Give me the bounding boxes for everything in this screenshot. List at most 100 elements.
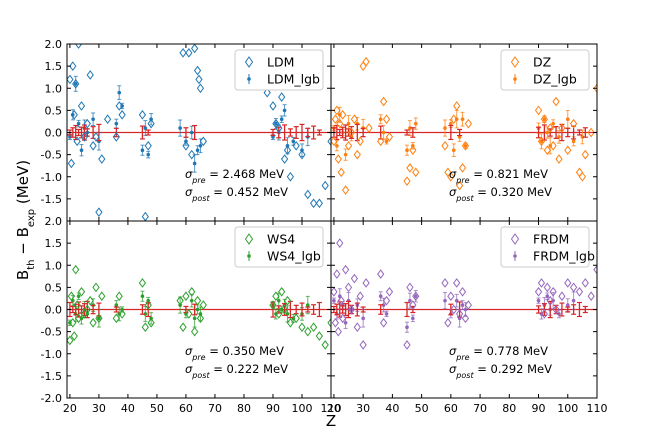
lgb-point	[140, 294, 145, 299]
x-tick-label: 50	[150, 402, 164, 415]
model-point	[350, 114, 359, 125]
model-point	[406, 282, 414, 293]
model-point	[280, 154, 289, 164]
lgb-point	[463, 307, 468, 312]
lgb-point	[335, 143, 339, 148]
model-point	[199, 136, 207, 147]
lgb-point	[361, 316, 365, 321]
model-point	[144, 300, 152, 310]
legend-label-lgb: FRDM_lgb	[533, 249, 595, 264]
legend-box	[500, 226, 590, 268]
model-point	[141, 322, 149, 333]
model-point	[359, 340, 367, 350]
legend-label-model: WS4	[267, 232, 295, 247]
legend-dot-icon	[247, 77, 251, 81]
lgb-point	[378, 117, 383, 122]
model-point	[331, 317, 340, 328]
x-tick-label: 50	[415, 402, 429, 415]
model-point	[555, 154, 563, 164]
model-point	[196, 313, 205, 324]
model-point	[382, 295, 391, 306]
model-point	[69, 317, 77, 328]
legend-box	[234, 226, 324, 268]
model-point	[341, 264, 350, 275]
lgb-point	[571, 139, 576, 144]
model-point	[74, 44, 83, 49]
model-point	[379, 96, 388, 107]
model-point	[406, 163, 414, 173]
model-point	[263, 87, 271, 98]
model-point	[337, 295, 345, 306]
model-point	[537, 136, 546, 147]
lgb-point	[343, 320, 348, 325]
model-point	[283, 295, 292, 306]
model-point	[444, 317, 452, 328]
model-point	[292, 313, 300, 324]
y-tick-label: 0.0	[45, 127, 63, 140]
x-tick-label: 80	[237, 402, 251, 415]
y-tick-label: 1.5	[45, 237, 63, 250]
model-point	[458, 286, 467, 297]
lgb-point	[449, 121, 453, 126]
model-point	[195, 74, 203, 85]
model-point	[315, 198, 324, 209]
model-point	[377, 136, 385, 147]
model-point	[147, 118, 155, 129]
model-point	[179, 322, 187, 333]
model-point	[98, 291, 106, 302]
model-point	[331, 114, 340, 125]
model-point	[188, 286, 196, 297]
model-point	[575, 286, 584, 297]
x-tick-label: 60	[179, 402, 193, 415]
model-point	[464, 300, 473, 310]
model-point	[564, 145, 572, 156]
model-point	[138, 109, 147, 120]
model-point	[77, 101, 86, 111]
lgb-point	[413, 294, 418, 299]
lgb-point	[408, 298, 412, 303]
model-point	[593, 264, 597, 275]
legend-label-lgb: WS4_lgb	[267, 249, 321, 264]
model-point	[453, 101, 461, 111]
model-point	[412, 291, 420, 302]
plot-area-ws4	[67, 264, 331, 350]
model-point	[95, 313, 103, 324]
plot-area-dz	[331, 56, 597, 195]
model-point	[543, 282, 551, 293]
lgb-point	[114, 121, 119, 126]
y-axis-label: Bth − Bexp (MeV)	[14, 160, 37, 280]
lgb-point	[460, 303, 465, 307]
lgb-point	[545, 130, 550, 135]
lgb-point	[413, 121, 418, 126]
model-point	[196, 83, 205, 94]
model-point	[70, 331, 78, 341]
lgb-point	[332, 298, 336, 303]
x-tick-label: 60	[444, 402, 458, 415]
lgb-point	[451, 148, 456, 152]
model-point	[74, 313, 83, 324]
model-point	[450, 304, 458, 315]
y-tick-label: -0.5	[41, 326, 62, 339]
lgb-point	[384, 312, 389, 316]
legend-frdm: FRDM FRDM_lgb	[500, 226, 595, 268]
lgb-point	[192, 316, 197, 321]
x-tick-label: 90	[532, 402, 546, 415]
model-point	[587, 127, 595, 138]
model-point	[179, 48, 187, 58]
sigma-pre-text: σpre = 0.821 MeV	[449, 167, 548, 185]
model-point	[193, 65, 202, 76]
lgb-point	[443, 298, 447, 303]
model-point	[350, 273, 359, 284]
model-point	[334, 154, 342, 164]
model-point	[540, 114, 549, 125]
model-point	[581, 278, 589, 288]
model-point	[441, 278, 449, 288]
model-point	[534, 105, 543, 116]
model-point	[298, 149, 306, 160]
model-point	[83, 118, 91, 129]
model-point	[455, 180, 464, 191]
legend-dot-icon	[513, 254, 517, 258]
lgb-point	[274, 121, 278, 126]
